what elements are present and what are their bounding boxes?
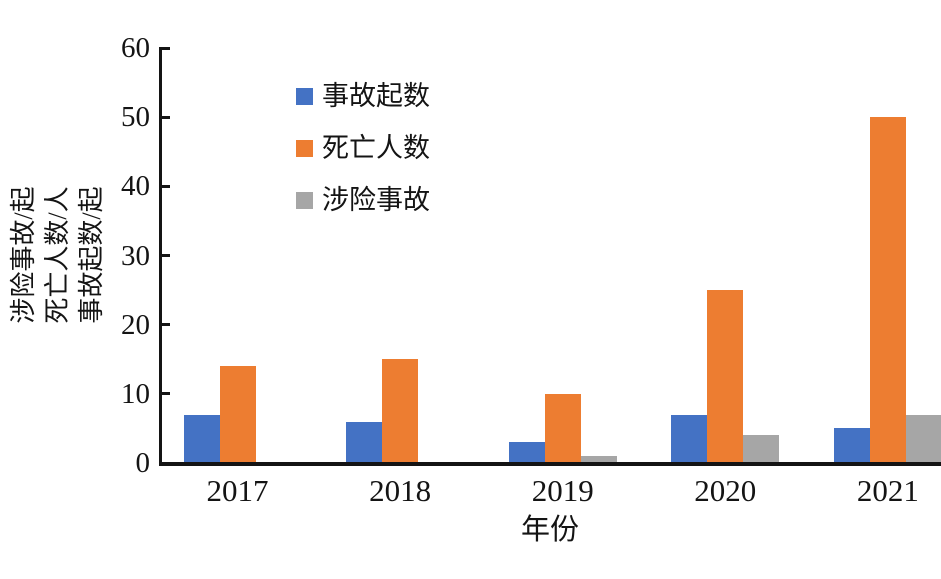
bar-事故起数-2017	[183, 414, 220, 463]
y-tick-label: 50	[121, 101, 150, 134]
bar-事故起数-2021	[833, 428, 870, 463]
x-category-label: 2017	[206, 473, 269, 508]
x-axis-line	[159, 462, 941, 466]
legend-label: 涉险事故	[322, 185, 430, 215]
legend-swatch-icon	[296, 139, 313, 157]
y-axis-tick	[159, 392, 170, 396]
y-tick-label: 40	[121, 170, 150, 203]
x-category-label: 2019	[531, 473, 594, 508]
bar-涉险事故-2021	[905, 414, 941, 463]
legend-swatch-icon	[296, 87, 313, 105]
legend-label: 死亡人数	[322, 133, 430, 163]
legend-entry-死亡人数: 死亡人数	[296, 132, 430, 164]
y-tick-label: 60	[121, 32, 150, 64]
legend-swatch-icon	[296, 191, 313, 209]
y-axis-tick	[159, 254, 170, 257]
y-tick-label: 20	[121, 308, 150, 341]
y-tick-label: 0	[135, 447, 151, 479]
bar-死亡人数-2020	[707, 290, 744, 463]
x-category-label: 2020	[694, 473, 757, 508]
bar-事故起数-2019	[508, 442, 545, 463]
y-axis-tick	[159, 184, 170, 188]
y-axis-tick	[159, 115, 170, 119]
y-axis-tick	[159, 323, 170, 327]
y-tick-label: 10	[121, 377, 150, 410]
y-axis-tick	[159, 46, 170, 50]
legend-label: 事故起数	[322, 81, 430, 111]
legend-entry-涉险事故: 涉险事故	[296, 184, 430, 216]
bar-事故起数-2018	[346, 421, 383, 463]
bar-死亡人数-2017	[219, 366, 256, 463]
x-category-label: 2018	[369, 473, 432, 508]
bar-死亡人数-2019	[544, 393, 581, 463]
y-axis-title-line: 死亡人数/人	[43, 186, 72, 324]
y-axis-line	[159, 47, 162, 466]
bar-死亡人数-2018	[382, 359, 419, 463]
x-category-label: 2021	[856, 473, 919, 508]
y-tick-label: 30	[121, 239, 150, 272]
bar-涉险事故-2019	[580, 456, 617, 463]
legend-entry-事故起数: 事故起数	[296, 80, 430, 112]
x-axis-title: 年份	[520, 514, 579, 546]
bar-涉险事故-2020	[743, 435, 780, 463]
bar-事故起数-2020	[671, 414, 708, 463]
bar-死亡人数-2021	[869, 117, 906, 463]
y-axis-title-line: 涉险事故/起	[9, 186, 38, 324]
legend: 事故起数死亡人数涉险事故	[296, 80, 430, 236]
